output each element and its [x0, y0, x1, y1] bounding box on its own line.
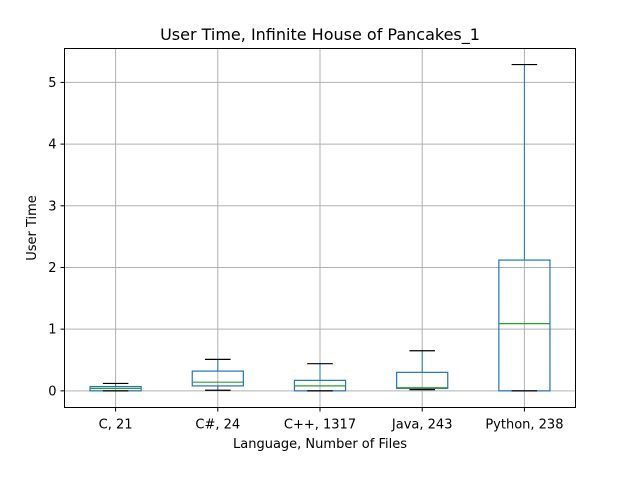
x-tick-label: Python, 238 [485, 418, 563, 433]
iqr-box [191, 370, 244, 387]
x-tick-label: C#, 24 [195, 418, 240, 433]
iqr-box [396, 371, 449, 389]
x-axis-label: Language, Number of Files [233, 437, 407, 452]
y-tick-label: 1 [48, 323, 56, 338]
box-layer [89, 63, 551, 392]
y-axis-label: User Time [25, 195, 40, 261]
y-tick-label: 5 [48, 76, 56, 91]
x-tick-label: C, 21 [99, 418, 133, 433]
x-tick-label: Java, 243 [391, 418, 453, 433]
x-tick-label: C++, 1317 [284, 418, 356, 433]
y-tick-label: 3 [48, 199, 56, 214]
y-tick-label: 4 [48, 138, 56, 153]
chart-title: User Time, Infinite House of Pancakes_1 [160, 25, 480, 45]
tick-layer: 0 1 2 3 4 5 C, 21 C#, 24 C++, 1317 Java, 243 Pytho… [48, 76, 563, 433]
y-tick-label: 0 [48, 384, 56, 399]
y-tick-label: 2 [48, 261, 56, 276]
